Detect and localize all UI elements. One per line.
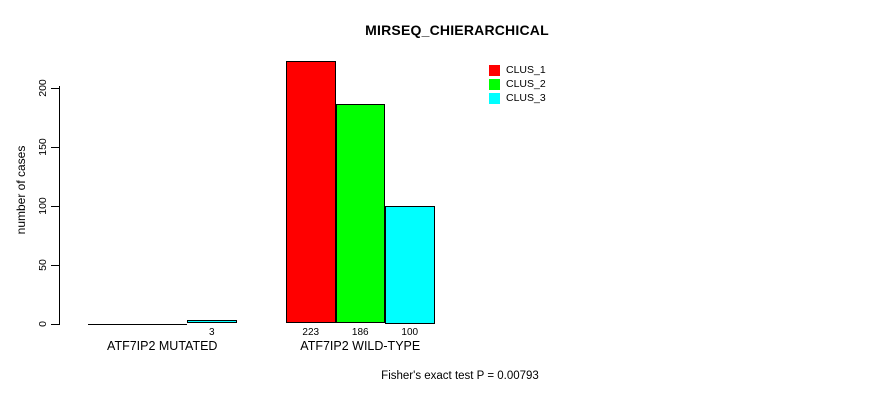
legend-item-clus_3: CLUS_3 — [489, 91, 546, 105]
x-category-label: ATF7IP2 MUTATED — [107, 338, 218, 353]
bar-clus_3-group1 — [187, 319, 237, 324]
legend-item-clus_2: CLUS_2 — [489, 77, 546, 91]
y-axis-tick — [51, 264, 59, 266]
y-axis-tick — [51, 205, 59, 207]
legend-label: CLUS_3 — [506, 92, 546, 104]
bar-value-label: 186 — [351, 326, 369, 338]
bar-clus_1-group1 — [88, 323, 138, 325]
annotation-text: Fisher's exact test P = 0.00793 — [381, 370, 539, 382]
legend-label: CLUS_2 — [506, 78, 546, 90]
legend-item-clus_1: CLUS_1 — [489, 63, 546, 77]
chart-title: MIRSEQ_CHIERARCHICAL — [365, 22, 549, 38]
bar-clus_1-group2 — [286, 60, 336, 324]
y-tick-label: 100 — [37, 196, 49, 215]
bar-value-label: 223 — [302, 326, 320, 338]
bar-clus_3-group2 — [385, 205, 435, 324]
x-category-label: ATF7IP2 WILD-TYPE — [300, 338, 421, 353]
y-tick-label: 0 — [37, 320, 49, 327]
legend-swatch-icon — [489, 92, 500, 104]
y-tick-label: 150 — [37, 138, 49, 156]
bar-value-label: 3 — [208, 326, 215, 338]
y-axis-tick — [51, 146, 59, 148]
legend-label: CLUS_1 — [506, 64, 546, 76]
y-tick-label: 200 — [37, 79, 49, 97]
y-axis-tick — [51, 323, 59, 325]
bar-clus_2-group2 — [335, 104, 385, 324]
bar-value-label: 100 — [401, 326, 419, 338]
legend: CLUS_1 CLUS_2 CLUS_3 — [489, 63, 546, 105]
bar-clus_2-group1 — [137, 323, 187, 325]
legend-swatch-icon — [489, 64, 500, 76]
legend-swatch-icon — [489, 78, 500, 90]
y-axis-line — [59, 86, 60, 325]
y-axis-tick — [51, 88, 59, 89]
y-tick-label: 50 — [37, 258, 49, 271]
